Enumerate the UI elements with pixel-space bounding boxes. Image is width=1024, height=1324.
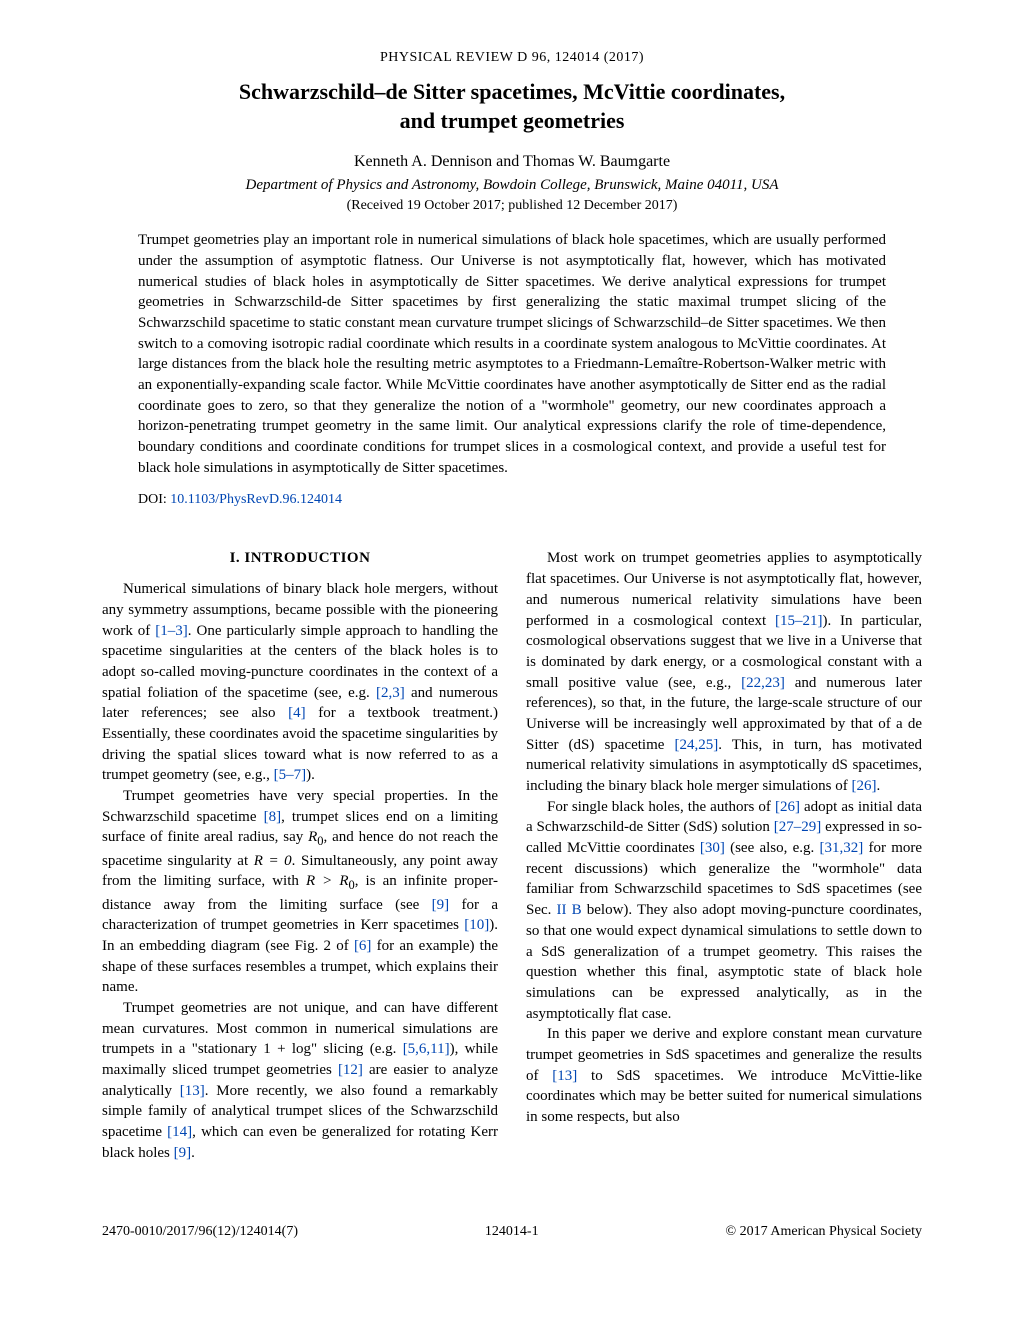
citation-link[interactable]: [12] (338, 1062, 363, 1078)
citation-link[interactable]: [10] (464, 917, 489, 933)
footer-left: 2470-0010/2017/96(12)/124014(7) (102, 1224, 298, 1240)
citation-link[interactable]: [15–21] (775, 613, 823, 629)
text: to SdS spacetimes. We introduce McVittie… (526, 1068, 922, 1125)
math-ineq: R > R (306, 873, 349, 889)
page-footer: 2470-0010/2017/96(12)/124014(7) 124014-1… (102, 1224, 922, 1240)
doi: DOI: 10.1103/PhysRevD.96.124014 (138, 492, 886, 508)
publication-dates: (Received 19 October 2017; published 12 … (102, 198, 922, 214)
abstract: Trumpet geometries play an important rol… (138, 230, 886, 478)
footer-copyright: © 2017 American Physical Society (726, 1224, 923, 1240)
citation-link[interactable]: [2,3] (376, 685, 405, 701)
title-line-2: and trumpet geometries (400, 108, 625, 133)
citation-link[interactable]: [5,6,11] (403, 1041, 450, 1057)
text: ). (306, 767, 315, 783)
authors: Kenneth A. Dennison and Thomas W. Baumga… (102, 153, 922, 171)
citation-link[interactable]: [9] (432, 897, 450, 913)
citation-link[interactable]: [14] (167, 1124, 192, 1140)
citation-link[interactable]: [31,32] (820, 840, 864, 856)
section-link[interactable]: II B (557, 902, 582, 918)
citation-link[interactable]: [5–7] (274, 767, 307, 783)
doi-label: DOI: (138, 492, 170, 507)
paragraph-6: In this paper we derive and explore cons… (526, 1024, 922, 1127)
affiliation: Department of Physics and Astronomy, Bow… (102, 177, 922, 194)
footer-page-number: 124014-1 (485, 1224, 539, 1240)
citation-link[interactable]: [26] (775, 799, 800, 815)
text: For single black holes, the authors of (547, 799, 775, 815)
citation-link[interactable]: [9] (174, 1145, 192, 1161)
citation-link[interactable]: [4] (288, 705, 306, 721)
citation-link[interactable]: [1–3] (155, 623, 188, 639)
math-var: R (308, 829, 317, 845)
citation-link[interactable]: [22,23] (741, 675, 785, 691)
paper-title: Schwarzschild–de Sitter spacetimes, McVi… (102, 78, 922, 135)
paragraph-5: For single black holes, the authors of [… (526, 797, 922, 1025)
citation-link[interactable]: [24,25] (674, 737, 718, 753)
paragraph-3: Trumpet geometries are not unique, and c… (102, 998, 498, 1164)
text: below). They also adopt moving-puncture … (526, 902, 922, 1021)
citation-link[interactable]: [13] (180, 1083, 205, 1099)
text: . (191, 1145, 195, 1161)
citation-link[interactable]: [30] (700, 840, 725, 856)
text: . (876, 778, 880, 794)
citation-link[interactable]: [27–29] (774, 819, 822, 835)
paragraph-4: Most work on trumpet geometries applies … (526, 548, 922, 796)
citation-link[interactable]: [6] (354, 938, 372, 954)
citation-link[interactable]: [8] (264, 809, 282, 825)
citation-link[interactable]: [26] (851, 778, 876, 794)
section-1-heading: I. INTRODUCTION (102, 548, 498, 569)
title-line-1: Schwarzschild–de Sitter spacetimes, McVi… (239, 79, 785, 104)
body-text: I. INTRODUCTION Numerical simulations of… (102, 548, 922, 1163)
paragraph-2: Trumpet geometries have very special pro… (102, 786, 498, 998)
citation-link[interactable]: [13] (552, 1068, 577, 1084)
text: (see also, e.g. (725, 840, 820, 856)
journal-reference: PHYSICAL REVIEW D 96, 124014 (2017) (102, 50, 922, 66)
paragraph-1: Numerical simulations of binary black ho… (102, 579, 498, 786)
doi-link[interactable]: 10.1103/PhysRevD.96.124014 (170, 492, 342, 507)
math-eq: R = 0 (254, 853, 292, 869)
